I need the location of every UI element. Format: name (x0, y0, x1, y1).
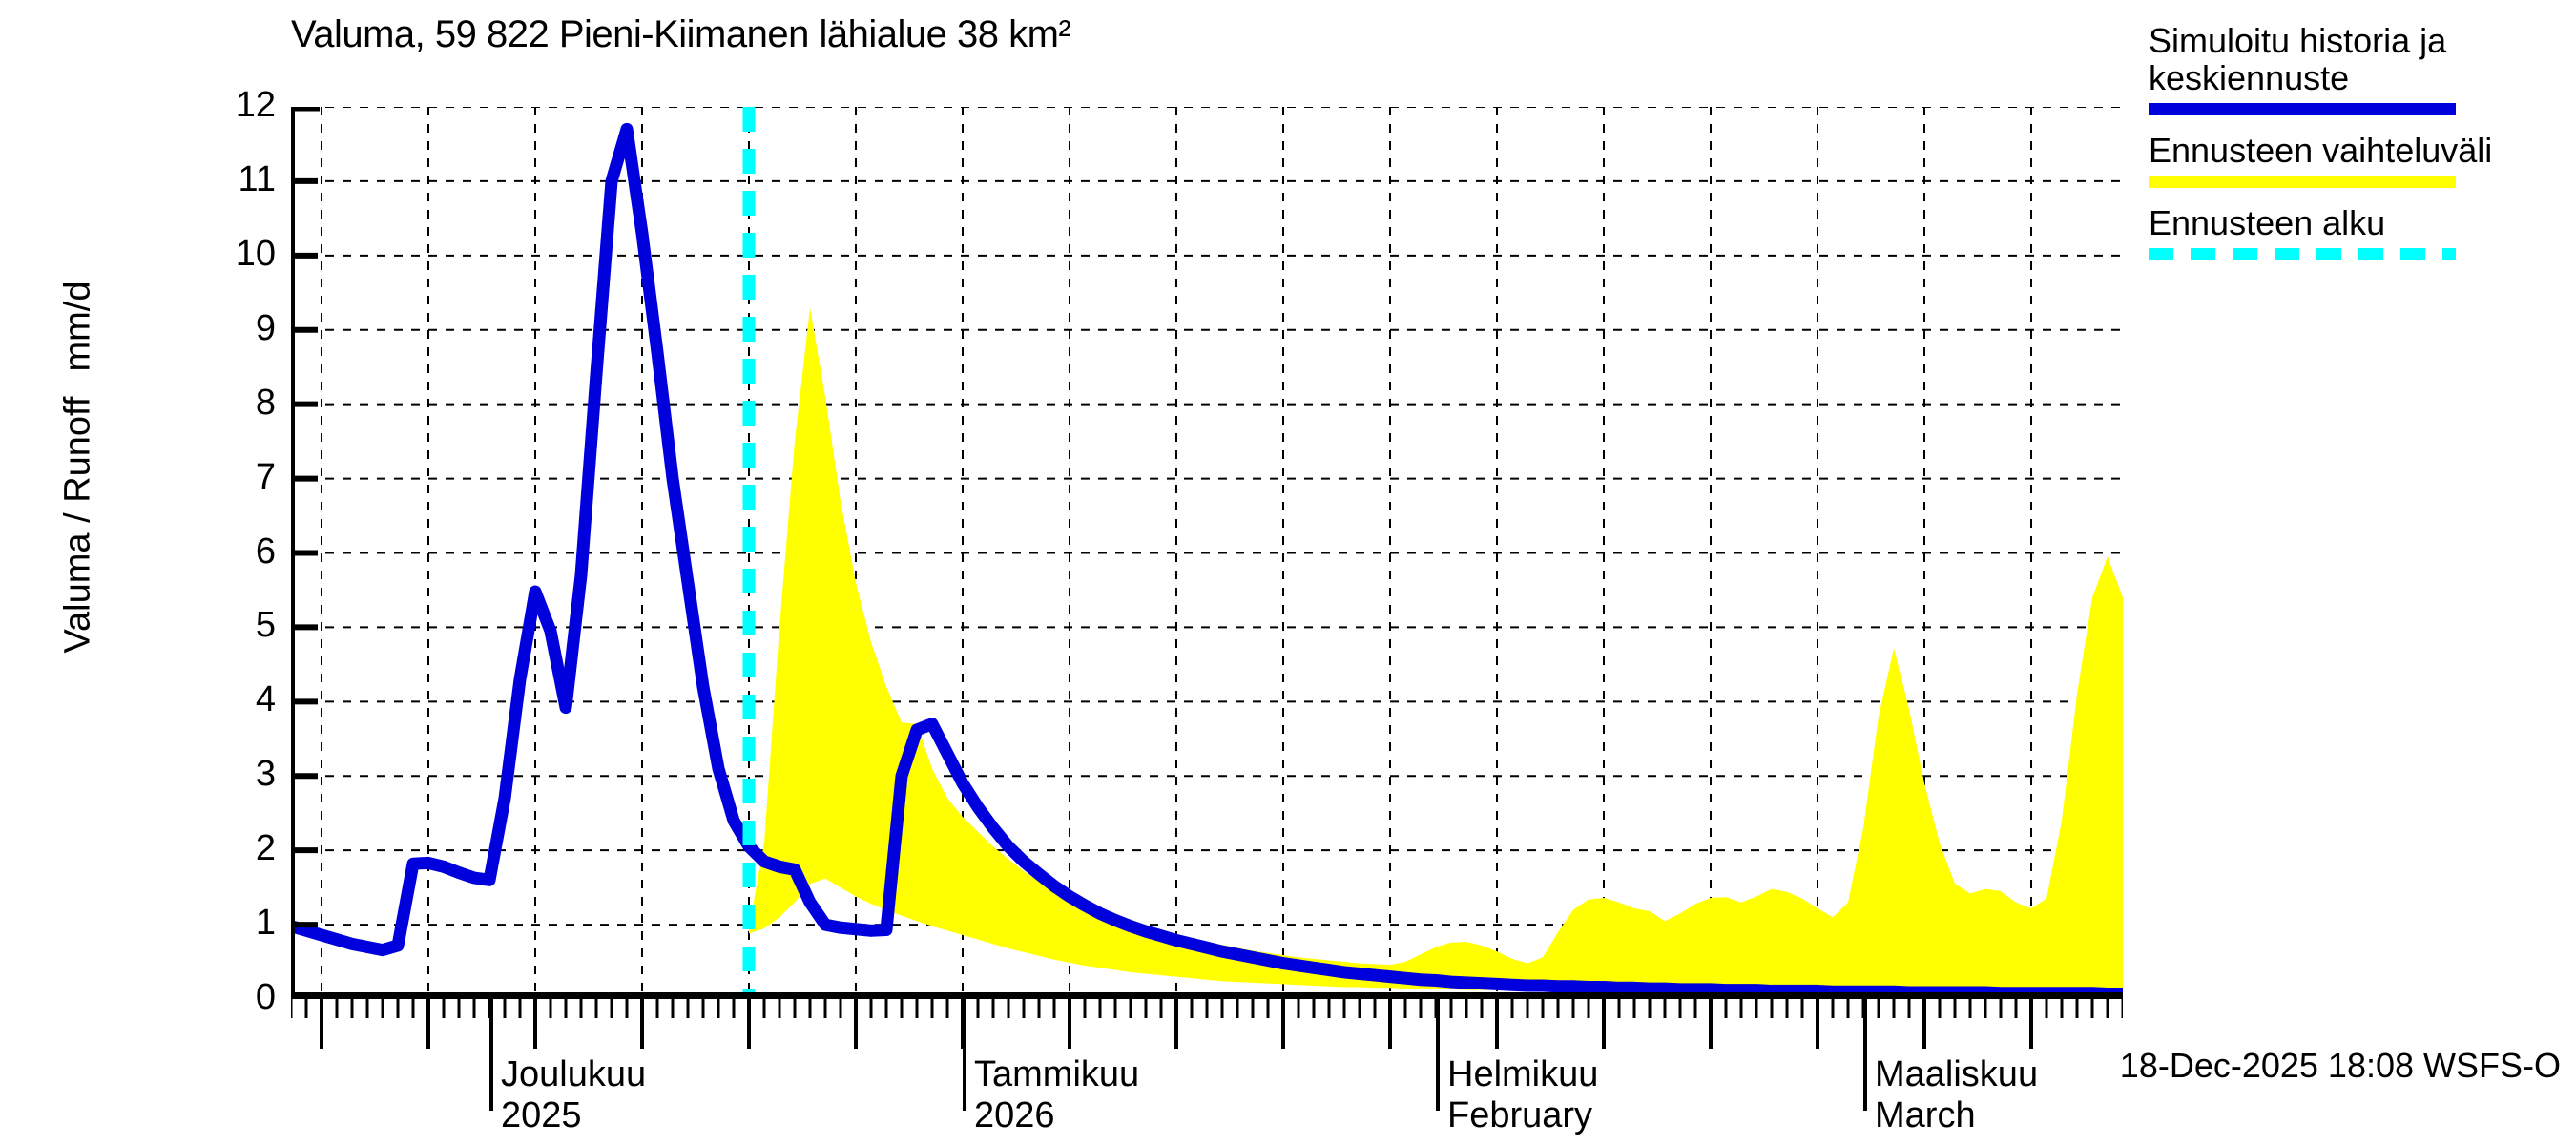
x-month-leader (1863, 999, 1867, 1111)
legend-swatch-range (2149, 175, 2456, 188)
y-tick-label: 5 (255, 605, 276, 646)
y-tick-label: 4 (255, 679, 276, 720)
x-axis-month-sub: March (1875, 1095, 1976, 1135)
history-mean-line (291, 122, 2123, 999)
legend-label-history: Simuloitu historia ja keskiennuste (2149, 21, 2447, 97)
legend-swatch-forecast-start (2149, 247, 2456, 260)
legend-swatch-history (2149, 102, 2456, 115)
x-axis-month-label: Helmikuu February (1447, 1054, 1598, 1136)
y-tick-label: 11 (238, 158, 276, 199)
x-month-leader (1436, 999, 1440, 1111)
legend-item-forecast-start: Ennusteen alku (2149, 202, 2559, 260)
legend-label-range: Ennusteen vaihteluväli (2149, 130, 2493, 170)
y-tick-label: 9 (255, 307, 276, 348)
y-axis-label-main: Valuma / Runoff (57, 396, 98, 654)
y-tick-label: 10 (235, 233, 276, 274)
legend: Simuloitu historia ja keskiennuste Ennus… (2149, 21, 2559, 278)
legend-item-history: Simuloitu historia ja keskiennuste (2149, 21, 2559, 115)
y-tick-label: 8 (255, 382, 276, 423)
x-axis-month-name: Tammikuu (974, 1054, 1140, 1094)
legend-label-forecast-start: Ennusteen alku (2149, 202, 2386, 242)
x-month-leader (489, 999, 493, 1111)
footer-timestamp: 18-Dec-2025 18:08 WSFS-O (2119, 1046, 2561, 1085)
y-tick-label: 1 (255, 903, 276, 944)
x-axis-month-sub: 2025 (501, 1095, 582, 1135)
forecast-range-band (749, 307, 2123, 996)
y-tick-label: 3 (255, 754, 276, 795)
chart-title: Valuma, 59 822 Pieni-Kiimanen lähialue 3… (291, 13, 1071, 55)
x-axis-month-name: Joulukuu (501, 1054, 647, 1094)
x-axis-month-label: Maaliskuu March (1875, 1054, 2038, 1136)
x-axis-month-label: Joulukuu 2025 (501, 1054, 646, 1136)
x-month-leader (963, 999, 966, 1111)
y-axis-label: Valuma / Runoff mm/d (58, 134, 99, 802)
x-axis-month-label: Tammikuu 2026 (974, 1054, 1139, 1136)
y-axis-label-unit: mm/d (57, 281, 98, 372)
x-axis-month-sub: February (1447, 1095, 1593, 1135)
legend-item-range: Ennusteen vaihteluväli (2149, 130, 2559, 188)
x-axis-month-sub: 2026 (974, 1095, 1055, 1135)
x-axis-month-name: Maaliskuu (1875, 1054, 2039, 1094)
chart-svg (291, 107, 2123, 999)
y-tick-label: 12 (235, 85, 276, 125)
x-axis-month-name: Helmikuu (1447, 1054, 1599, 1094)
y-tick-label: 2 (255, 828, 276, 869)
y-tick-label: 7 (255, 456, 276, 497)
y-tick-label: 6 (255, 531, 276, 572)
x-tick-marks (289, 999, 2125, 1056)
plot-area (291, 107, 2123, 999)
y-tick-label: 0 (255, 977, 276, 1017)
gridlines (291, 107, 2123, 999)
